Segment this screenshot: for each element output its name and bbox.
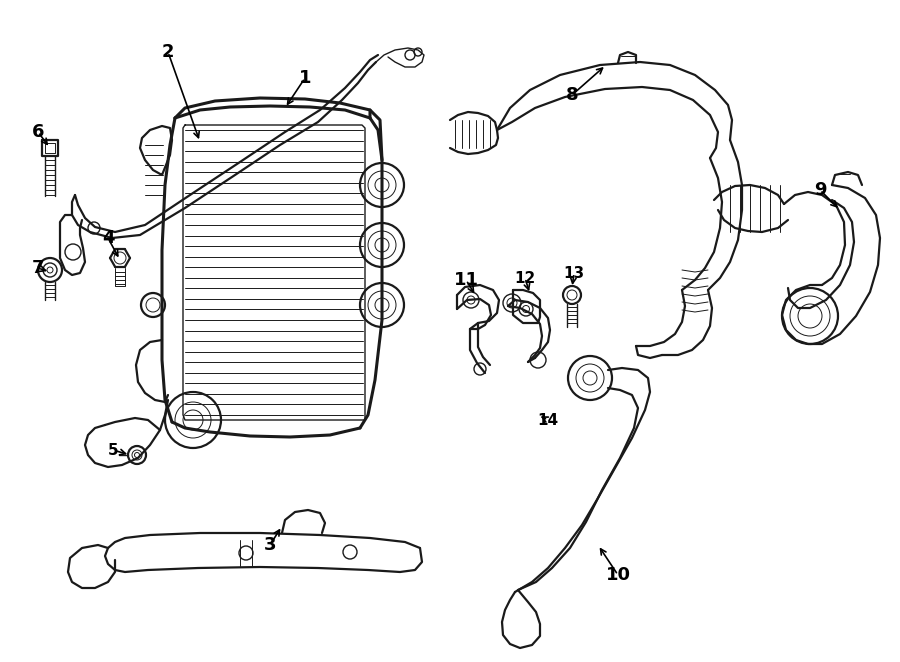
Text: 12: 12 bbox=[515, 271, 536, 285]
Text: 5: 5 bbox=[108, 442, 118, 457]
Text: 1: 1 bbox=[299, 69, 311, 87]
Text: 7: 7 bbox=[32, 259, 44, 277]
Text: 13: 13 bbox=[563, 265, 585, 281]
Text: 11: 11 bbox=[454, 271, 479, 289]
Text: 8: 8 bbox=[566, 86, 579, 104]
Text: 2: 2 bbox=[162, 43, 175, 61]
Text: 9: 9 bbox=[814, 181, 826, 199]
Text: 6: 6 bbox=[32, 123, 44, 141]
Text: 10: 10 bbox=[606, 566, 631, 584]
Text: 14: 14 bbox=[537, 412, 559, 428]
Text: 4: 4 bbox=[102, 229, 114, 247]
Text: 3: 3 bbox=[264, 536, 276, 554]
